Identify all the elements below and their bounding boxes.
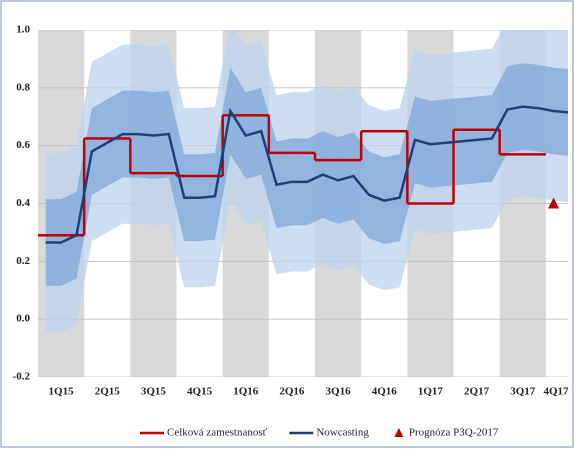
legend-label: Prognóza P3Q-2017 bbox=[409, 427, 499, 439]
x-tick-label: 3Q15 bbox=[141, 386, 167, 398]
confidence-band bbox=[45, 63, 568, 286]
x-tick-label: 2Q16 bbox=[279, 386, 305, 398]
y-tick-label: 0.6 bbox=[16, 139, 30, 151]
y-tick-label: 0.2 bbox=[16, 255, 30, 267]
labels: -0.2 0.0 0.2 0.4 0.6 0.8 1.0 1Q15 2Q15 3Q15 4Q15 1Q… bbox=[13, 24, 569, 439]
y-tick-label: -0.2 bbox=[13, 371, 31, 383]
y-tick-label: 0.0 bbox=[16, 313, 30, 325]
legend-label: Celková zamestnanosť bbox=[167, 427, 268, 439]
legend-label: Nowcasting bbox=[316, 427, 369, 439]
x-tick-label: 3Q16 bbox=[326, 386, 352, 398]
x-tick-label: 4Q17 bbox=[543, 386, 569, 398]
y-tick-label: 0.8 bbox=[16, 81, 30, 93]
x-tick-label: 4Q16 bbox=[372, 386, 398, 398]
x-tick-label: 1Q15 bbox=[49, 386, 75, 398]
x-tick-label: 1Q16 bbox=[233, 386, 259, 398]
forecast-marker bbox=[548, 197, 560, 209]
x-tick-label: 1Q17 bbox=[418, 386, 444, 398]
legend-marker bbox=[394, 428, 404, 437]
x-tick-label: 2Q17 bbox=[464, 386, 490, 398]
x-tick-label: 2Q15 bbox=[95, 386, 121, 398]
y-tick-label: 1.0 bbox=[16, 24, 30, 36]
y-tick-label: 0.4 bbox=[16, 197, 30, 209]
x-tick-label: 4Q15 bbox=[187, 386, 213, 398]
x-tick-label: 3Q17 bbox=[510, 386, 536, 398]
nowcast-line bbox=[45, 105, 568, 244]
plot-area bbox=[38, 30, 568, 377]
